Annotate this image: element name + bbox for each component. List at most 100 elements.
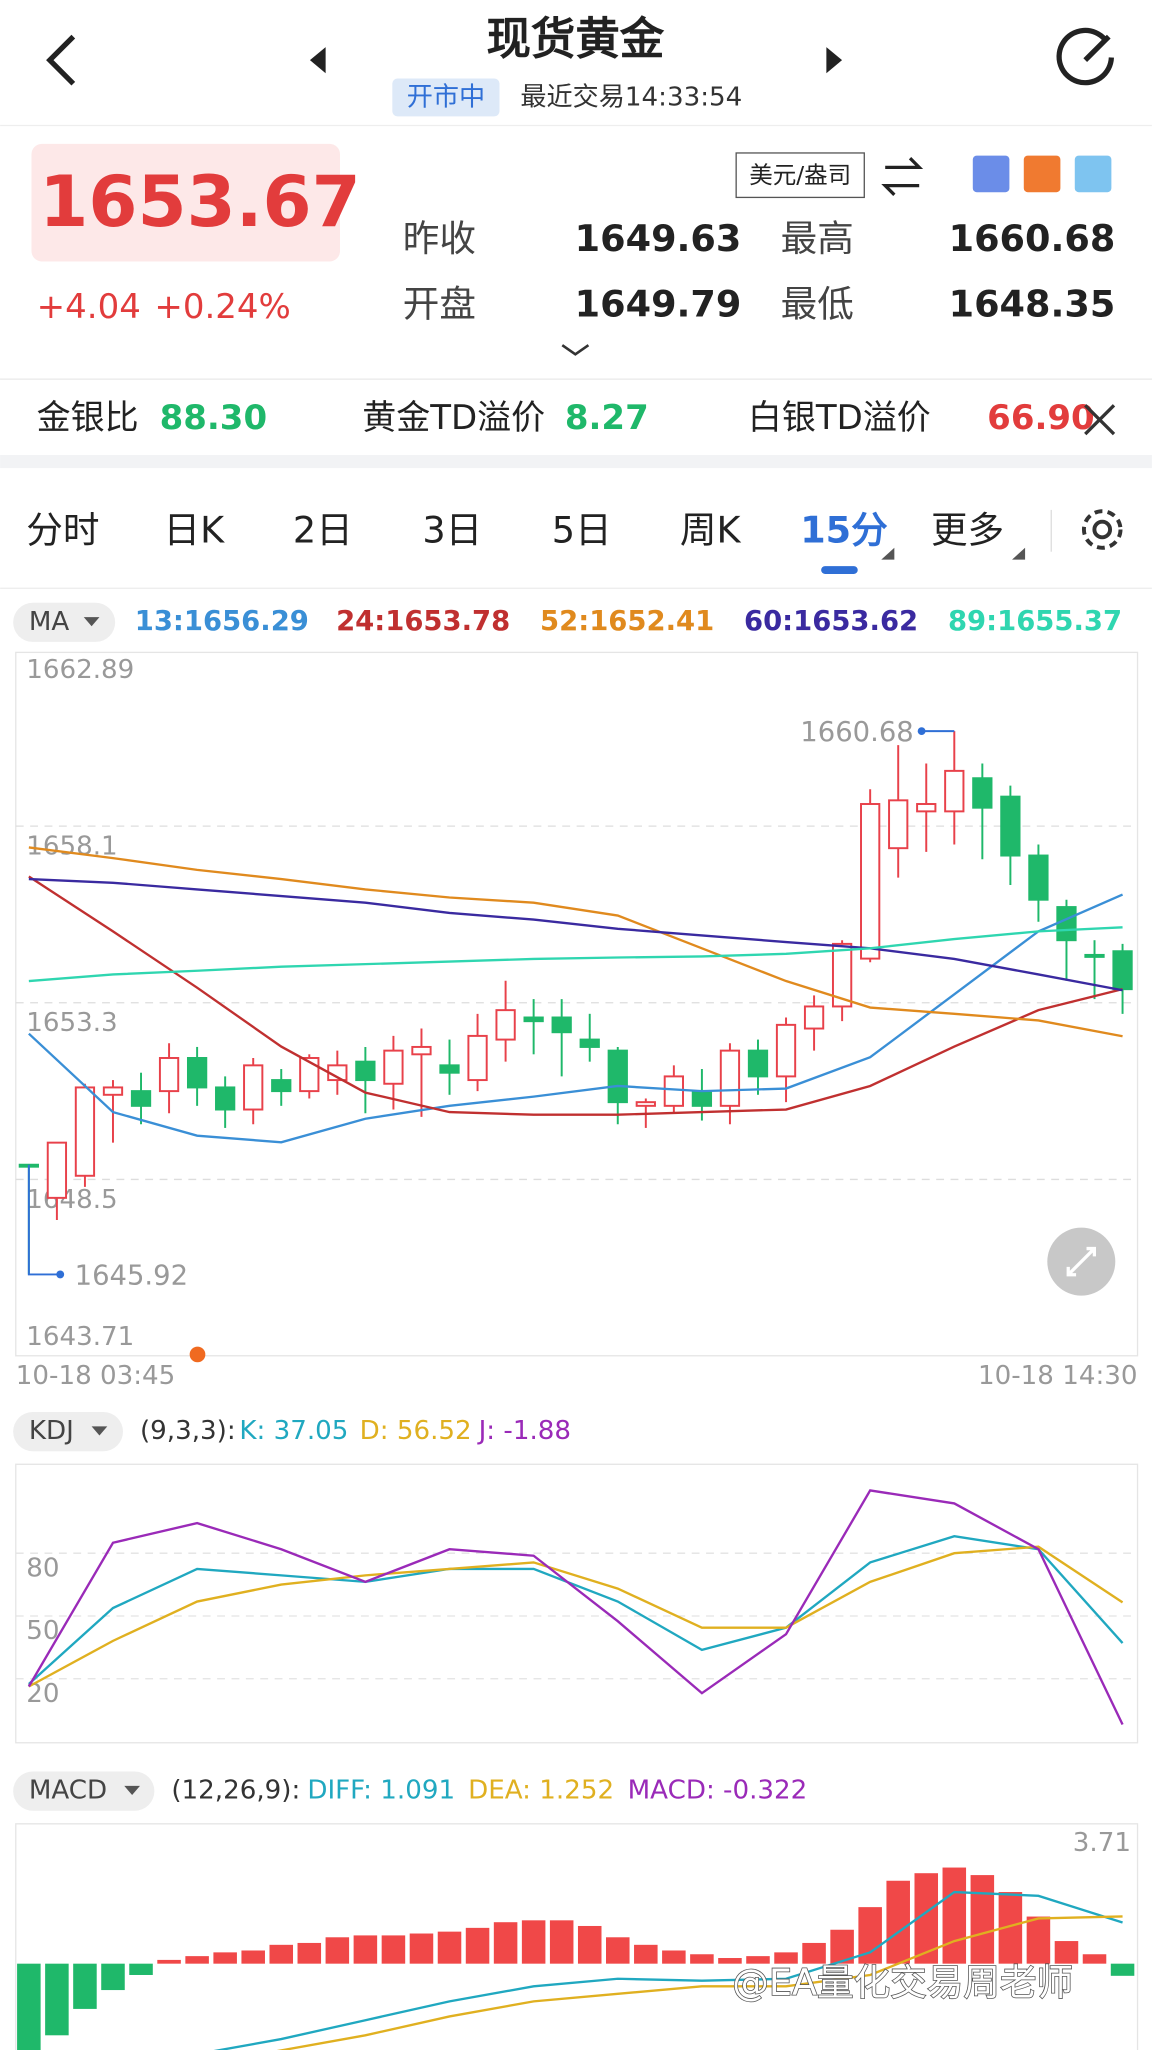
legend-entry: K: 37.05 [239,1416,348,1446]
candle-body [607,1049,628,1104]
macd-bar [886,1880,910,1964]
candle-body [1000,795,1021,857]
candle-body [1028,854,1049,901]
stat-label: 开盘 [403,282,476,325]
chart-frame [15,651,1139,1357]
legend-entry: 13:1656.29 [135,606,309,637]
close-button[interactable] [1084,404,1116,436]
tool-icon[interactable] [1074,155,1112,193]
candle-body [747,1049,769,1078]
candle-body [186,1057,208,1089]
indicator-pill[interactable] [13,1771,155,1811]
event-dot[interactable] [189,1346,206,1363]
y-tick-label: 50 [26,1616,59,1646]
settings-button[interactable] [1081,509,1123,550]
macd-bar [437,1931,462,1964]
market-status: 开市中 [407,83,485,113]
indicator-pill[interactable] [13,1411,123,1452]
macd-bar [297,1942,322,1964]
back-button[interactable] [46,34,76,86]
ratio-value: 8.27 [565,398,649,438]
ratio-label: 金银比 [37,398,139,438]
macd-bar [830,1929,854,1964]
unit-box[interactable] [735,152,865,199]
stat-value: 1648.35 [949,282,1116,325]
chart-frame [15,1463,1139,1744]
tab[interactable]: 周K [680,509,742,552]
ratio-value: 88.30 [160,398,268,438]
stat-label: 最低 [781,282,854,325]
macd-bar [45,1963,69,2036]
macd-bar [662,1950,686,1964]
legend-entry: 24:1653.78 [336,606,510,637]
legend-entry: 60:1653.62 [744,606,918,637]
tab[interactable]: 5日 [552,509,612,552]
macd-bar [381,1935,406,1964]
candle-body [635,1101,656,1107]
stat-label: 最高 [781,217,854,260]
ma-legend: 13:1656.29 24:1653.78 52:1652.41 60:1653.62… [135,606,1122,637]
ratio-row: 金银比 88.30 黄金TD溢价 8.27 白银TD溢价 66.90 [37,398,1095,438]
macd-bar [690,1954,714,1964]
tab[interactable]: 15分 [800,509,888,552]
next-button[interactable] [826,47,843,74]
ratio-value: 66.90 [987,398,1095,438]
macd-legend: MACD: -0.322 [628,1776,808,1806]
swap-icon[interactable] [881,157,924,196]
macd-bar [465,1927,490,1964]
expand-chevron[interactable] [561,344,590,356]
macd-bar [73,1963,97,2009]
ma-line [28,875,1123,1116]
candle-body [691,1090,713,1107]
candle-body [860,803,881,960]
macd-line [276,1915,1123,2050]
page-title: 现货黄金 [486,14,664,65]
tab[interactable]: 3日 [422,509,482,552]
candle-body [888,799,909,850]
macd-bar [942,1867,967,1964]
prev-button[interactable] [309,47,326,74]
refresh-button[interactable] [1056,27,1114,86]
legend-entry: DIFF: 1.091 [307,1776,455,1806]
stat-value: 1660.68 [949,217,1116,260]
low-dot [56,1270,65,1279]
indicator-name: MA [29,607,70,637]
dropdown-arrow [83,617,100,627]
tab[interactable]: 分时 [26,509,99,552]
candle-body [579,1038,600,1048]
low-leader [27,1164,61,1276]
candle-body [831,942,853,1008]
y-tick-label: 1643.71 [26,1322,134,1352]
tool-icon[interactable] [972,155,1010,193]
ratio-label: 黄金TD溢价 [362,398,545,438]
tab-bar: 分时 日K 2日 3日 5日 周K 15分 更多 [26,509,1026,574]
y-tick-label: 1653.3 [26,1008,117,1038]
indicator-name: KDJ [29,1416,74,1446]
candle-body [803,1005,825,1030]
candle-body [411,1045,432,1056]
tab[interactable]: 更多 [931,509,1004,552]
indicator-params: (12,26,9): [171,1776,300,1806]
candle-body [1056,906,1077,942]
legend-entry: 89:1655.37 [948,606,1122,637]
tab[interactable]: 2日 [293,509,353,552]
macd-bar [998,1892,1023,1964]
candle-body [271,1079,292,1093]
tab[interactable]: 日K [164,509,226,552]
indicator-pill[interactable] [13,602,116,642]
macd-bar [213,1952,237,1964]
indicator-params: (9,3,3): [140,1416,236,1446]
candle-body [663,1075,684,1107]
tool-icon[interactable] [1023,155,1061,193]
macd-bar [241,1950,265,1964]
candle-body [1084,953,1105,958]
macd-bar [493,1922,518,1964]
chart-frame [15,1823,1139,2050]
separator [0,454,1152,469]
low-label: 1645.92 [75,1261,188,1292]
candle-body [719,1049,741,1107]
macd-bar [606,1937,630,1964]
high-label: 1660.68 [800,717,913,748]
candle-body [467,1034,488,1082]
